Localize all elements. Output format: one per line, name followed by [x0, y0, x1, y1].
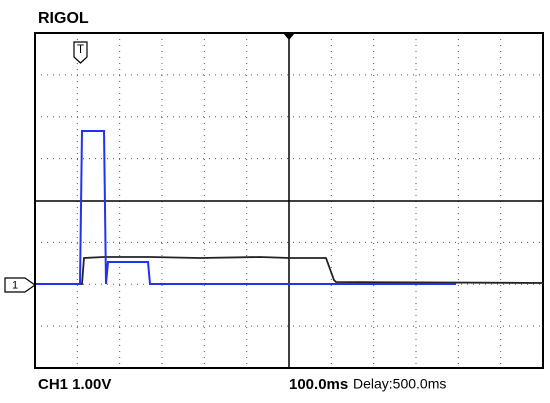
trigger-label: T	[77, 42, 85, 56]
trace-black	[36, 256, 544, 285]
delay: Delay:500.0ms	[353, 376, 446, 392]
trace-blue	[36, 130, 456, 285]
timebase: 100.0ms	[289, 376, 348, 393]
channel-marker: 1	[4, 277, 37, 293]
channel-label: 1	[12, 279, 18, 291]
trigger-marker: T	[73, 41, 88, 64]
brand: RIGOL	[38, 10, 89, 27]
trigger-marker-shape	[73, 41, 88, 64]
channel-marker-shape	[4, 277, 37, 293]
grid	[35, 33, 543, 368]
trigger-position	[283, 33, 295, 40]
channel-scale: CH1 1.00V	[38, 376, 111, 393]
